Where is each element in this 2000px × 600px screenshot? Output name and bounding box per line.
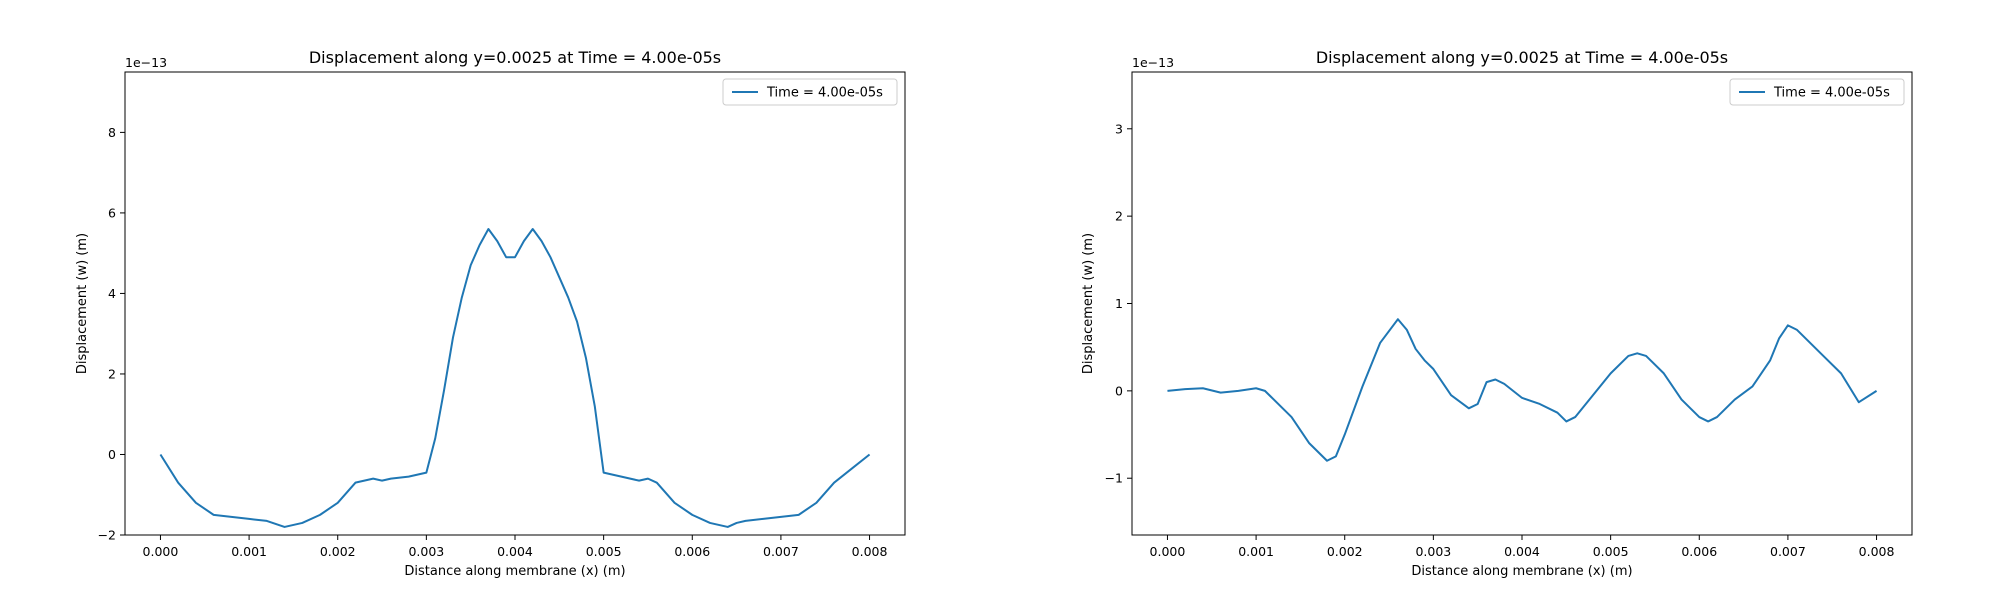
- legend-box: [1729, 78, 1905, 106]
- x-tick-label: 0.000: [143, 544, 179, 559]
- x-ticks: 0.000 0.001 0.002 0.003 0.004 0.005 0.006 0.007…: [143, 535, 888, 559]
- y-axis-label: Displacement (w) (m): [1081, 233, 1096, 374]
- x-tick-label: 0.004: [1504, 544, 1540, 559]
- legend: Time = 4.00e-05s: [1729, 78, 1905, 106]
- legend: Time = 4.00e-05s: [722, 78, 898, 106]
- series-layer: [1167, 318, 1878, 462]
- y-offset-text: 1e−13: [1132, 55, 1174, 70]
- y-tick-label: 2: [108, 366, 116, 381]
- series-line-0: [159, 228, 871, 528]
- y-tick-label: 2: [1115, 209, 1123, 224]
- x-tick-label: 0.001: [1238, 544, 1274, 559]
- x-tick-label: 0.007: [1770, 544, 1806, 559]
- y-tick-label: 4: [108, 286, 116, 301]
- chart-left: Displacement along y=0.0025 at Time = 4.…: [75, 48, 906, 579]
- series-layer: [159, 228, 871, 528]
- x-tick-label: 0.001: [231, 544, 267, 559]
- y-axis-label: Displacement (w) (m): [75, 233, 90, 374]
- x-tick-label: 0.000: [1150, 544, 1186, 559]
- x-tick-label: 0.006: [674, 544, 710, 559]
- legend-label: Time = 4.00e-05s: [1773, 86, 1890, 101]
- y-ticks: −1 0 1 2 3: [1105, 121, 1132, 486]
- x-ticks: 0.000 0.001 0.002 0.003 0.004 0.005 0.006 0.007…: [1150, 535, 1895, 559]
- y-ticks: −2 0 2 4 6 8: [98, 125, 125, 543]
- y-tick-label: 0: [1115, 383, 1123, 398]
- x-tick-label: 0.003: [1415, 544, 1451, 559]
- chart-right: Displacement along y=0.0025 at Time = 4.…: [1081, 48, 1913, 579]
- y-tick-label: −1: [1105, 471, 1123, 486]
- y-tick-label: 0: [108, 447, 116, 462]
- x-tick-label: 0.005: [586, 544, 622, 559]
- y-tick-label: 1: [1115, 296, 1123, 311]
- legend-label: Time = 4.00e-05s: [766, 86, 883, 101]
- chart-title: Displacement along y=0.0025 at Time = 4.…: [1316, 48, 1728, 67]
- x-axis-label: Distance along membrane (x) (m): [1411, 564, 1632, 579]
- x-tick-label: 0.007: [763, 544, 799, 559]
- x-tick-label: 0.004: [497, 544, 533, 559]
- x-tick-label: 0.002: [1327, 544, 1363, 559]
- y-tick-label: −2: [98, 528, 116, 543]
- x-axis-label: Distance along membrane (x) (m): [404, 564, 625, 579]
- x-tick-label: 0.002: [320, 544, 356, 559]
- x-tick-label: 0.008: [852, 544, 888, 559]
- y-tick-label: 3: [1115, 121, 1123, 136]
- chart-title: Displacement along y=0.0025 at Time = 4.…: [309, 48, 721, 67]
- x-tick-label: 0.005: [1593, 544, 1629, 559]
- series-line-0: [1167, 318, 1878, 462]
- y-offset-text: 1e−13: [125, 55, 167, 70]
- x-tick-label: 0.008: [1859, 544, 1895, 559]
- y-tick-label: 8: [108, 125, 116, 140]
- legend-box: [722, 78, 898, 106]
- x-tick-label: 0.006: [1681, 544, 1717, 559]
- x-tick-label: 0.003: [408, 544, 444, 559]
- y-tick-label: 6: [108, 205, 116, 220]
